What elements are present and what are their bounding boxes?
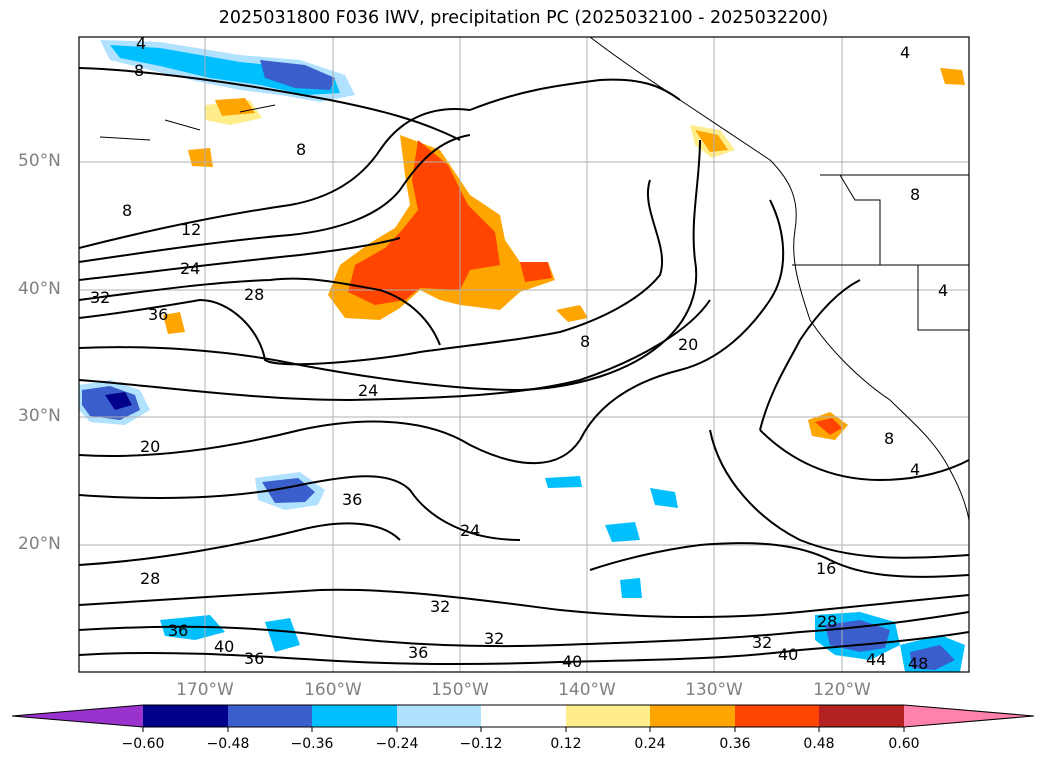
contour-label: 8 — [134, 61, 144, 80]
contour-label: 32 — [484, 629, 504, 648]
lon-label: 120°W — [813, 680, 871, 700]
contour-label: 48 — [908, 654, 928, 673]
contour-label: 8 — [122, 201, 132, 220]
lat-label: 30°N — [18, 406, 61, 426]
iwv-contours — [79, 67, 969, 666]
precip-positive-patch — [940, 68, 965, 85]
contour-label: 32 — [752, 633, 772, 652]
contour-label: 8 — [580, 332, 590, 351]
precip-strongest-negative-region — [105, 392, 132, 410]
coastlines — [99, 37, 969, 521]
precip-strong-negative-region — [260, 60, 335, 90]
contour-label: 20 — [678, 335, 698, 354]
contour-label: 4 — [938, 281, 948, 300]
contour-label: 4 — [910, 460, 920, 479]
colorbar-tick-label: −0.60 — [121, 736, 165, 752]
colorbar-tick-label: −0.48 — [206, 736, 250, 752]
contour-label: 4 — [136, 34, 146, 53]
contour-labels: 4 8 8 8 12 24 28 32 36 20 24 36 24 28 36… — [90, 34, 948, 673]
map-title: 2025031800 F036 IWV, precipitation PC (2… — [218, 8, 829, 28]
precip-strong-region — [348, 140, 500, 305]
contour-label: 16 — [816, 559, 836, 578]
contour-label: 32 — [90, 288, 110, 307]
contour-label: 36 — [408, 643, 428, 662]
contour-label: 40 — [562, 652, 582, 671]
precip-negative-region — [265, 618, 300, 652]
contour-label: 8 — [910, 185, 920, 204]
contour-label: 24 — [358, 381, 378, 400]
precip-shading — [79, 40, 965, 672]
colorbar-tick-label: −0.36 — [290, 736, 334, 752]
precip-negative-patch — [545, 476, 582, 488]
map-gridlines — [79, 37, 969, 672]
colorbar — [11, 704, 1035, 732]
contour-label: 36 — [342, 490, 362, 509]
colorbar-tick-label: −0.12 — [459, 736, 503, 752]
precip-strong-patch — [815, 418, 842, 435]
contour-label: 40 — [778, 645, 798, 664]
lat-label: 20°N — [18, 534, 61, 554]
contour-label: 44 — [866, 650, 886, 669]
lat-label: 40°N — [18, 279, 61, 299]
map-background — [79, 37, 969, 672]
colorbar-extend-high — [904, 705, 1034, 727]
precip-positive-patch — [695, 130, 728, 152]
contour-label: 24 — [460, 521, 480, 540]
contour-label: 8 — [884, 429, 894, 448]
contour-label: 36 — [148, 305, 168, 324]
colorbar-segment — [312, 705, 397, 727]
colorbar-extend-low — [12, 705, 143, 727]
contour-label: 32 — [430, 597, 450, 616]
colorbar-tick-label: 0.12 — [550, 736, 582, 752]
lon-label: 140°W — [558, 680, 616, 700]
precip-negative-patch — [620, 578, 642, 598]
contour-label: 20 — [140, 437, 160, 456]
colorbar-segment — [650, 705, 735, 727]
precip-negative-patch — [605, 522, 640, 542]
colorbar-segment — [228, 705, 312, 727]
colorbar-segment — [397, 705, 481, 727]
colorbar-segment — [481, 705, 566, 727]
colorbar-tick-label: 0.48 — [803, 736, 835, 752]
contour-label: 28 — [817, 612, 837, 631]
lon-label: 150°W — [431, 680, 489, 700]
colorbar-tick-label: 0.36 — [719, 736, 751, 752]
precip-strong-negative-region — [910, 645, 955, 670]
colorbar-tick-label: 0.24 — [634, 736, 666, 752]
lon-label: 160°W — [304, 680, 362, 700]
contour-label: 12 — [181, 220, 201, 239]
precip-positive-patch — [163, 312, 185, 334]
lon-label: 170°W — [176, 680, 234, 700]
contour-label: 28 — [140, 569, 160, 588]
precip-positive-patch — [188, 148, 213, 167]
colorbar-segment — [819, 705, 904, 727]
precip-negative-patch — [650, 488, 678, 508]
contour-label: 28 — [244, 285, 264, 304]
contour-label: 4 — [900, 43, 910, 62]
precip-positive-patch — [556, 305, 588, 322]
colorbar-tick-label: 0.60 — [888, 736, 920, 752]
colorbar-segment — [735, 705, 819, 727]
lon-label: 130°W — [685, 680, 743, 700]
contour-label: 36 — [244, 649, 264, 668]
contour-label: 8 — [296, 140, 306, 159]
contour-label: 36 — [168, 621, 188, 640]
contour-label: 24 — [180, 259, 200, 278]
lat-label: 50°N — [18, 151, 61, 171]
colorbar-segment — [143, 705, 228, 727]
precip-strong-patch — [520, 262, 552, 282]
colorbar-tick-label: −0.24 — [375, 736, 419, 752]
contour-label: 40 — [214, 637, 234, 656]
colorbar-segment — [566, 705, 650, 727]
map-frame — [78, 36, 970, 673]
